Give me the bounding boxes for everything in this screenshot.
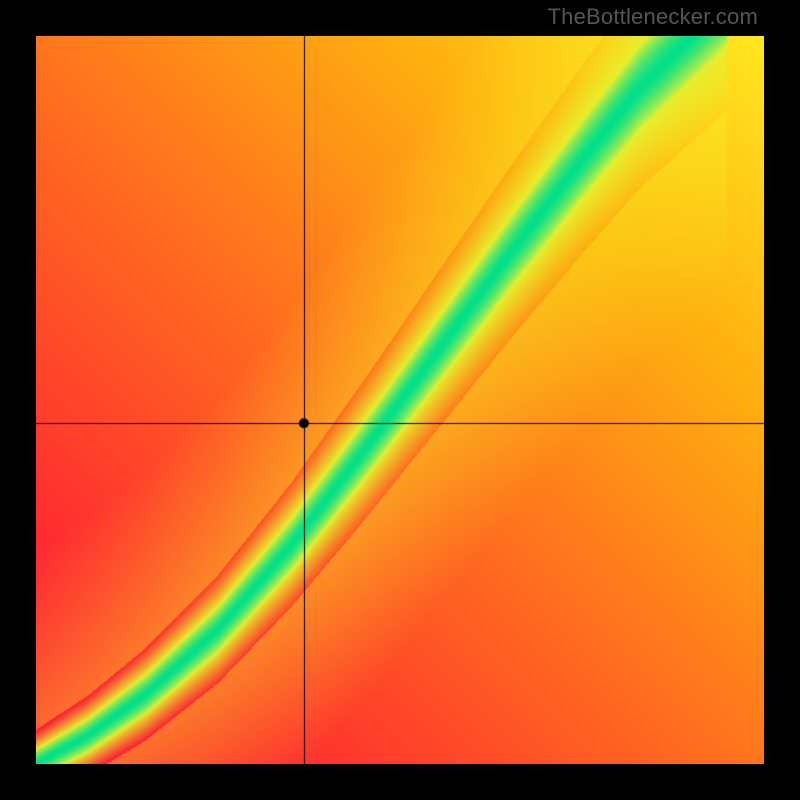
border-left	[0, 0, 36, 800]
chart-frame: TheBottlenecker.com	[0, 0, 800, 800]
heatmap-canvas	[36, 36, 764, 764]
watermark-text: TheBottlenecker.com	[548, 4, 758, 30]
border-right	[764, 0, 800, 800]
border-bottom	[0, 764, 800, 800]
